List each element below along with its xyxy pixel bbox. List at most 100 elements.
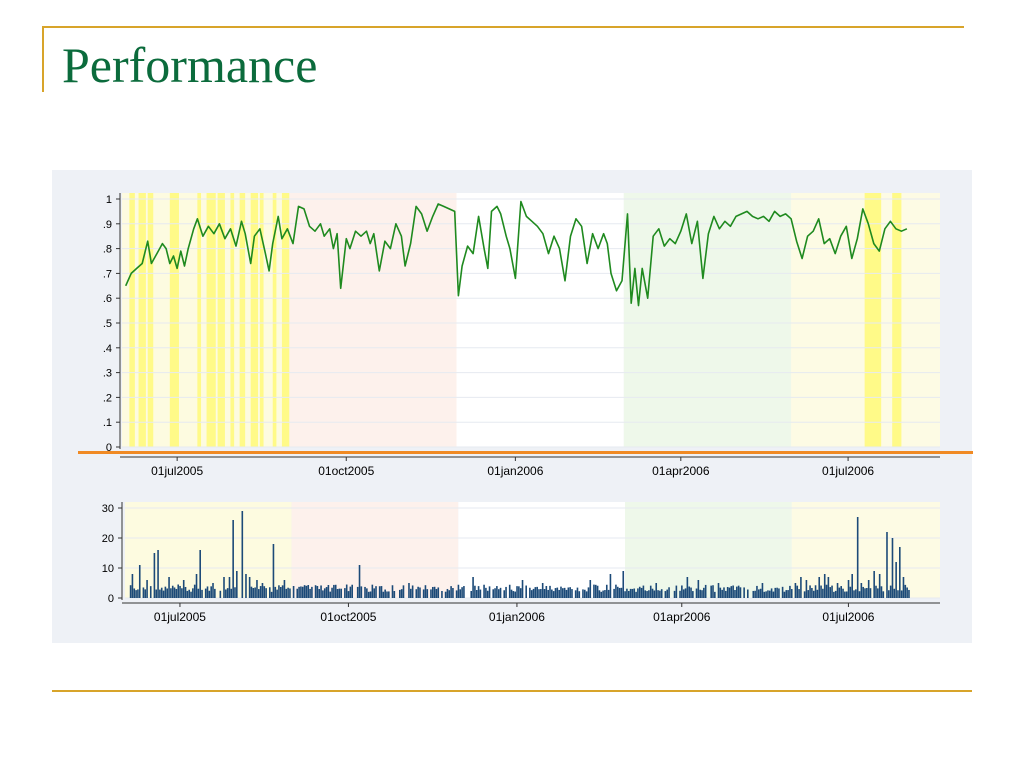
bar [228,577,231,598]
bar [578,591,581,598]
bar [908,589,910,598]
bar [659,590,661,598]
bar [772,591,775,598]
bar [349,586,352,598]
bar [325,587,328,598]
bar [756,585,758,598]
bar [558,589,560,598]
bar [725,590,727,598]
bar [483,584,485,598]
bar [146,580,148,598]
bar [845,591,848,598]
bar [499,587,502,598]
bar [422,589,425,598]
bar [329,591,332,598]
bar [637,588,639,598]
bar [811,587,813,598]
bar [543,589,546,598]
bar [831,585,833,598]
background-period [291,502,459,598]
bar [875,585,877,598]
bar [618,587,621,598]
bar [494,588,496,598]
bar [629,588,632,598]
y-tick-label: 0 [108,593,114,605]
bar [825,584,828,598]
bar [223,577,225,598]
bar [133,588,136,598]
bar [789,585,791,598]
highlight-band [129,193,135,447]
bar [836,583,839,598]
bar [714,591,716,598]
bar [684,588,687,598]
bar [882,591,885,598]
bar [767,590,769,598]
bar [375,586,377,598]
bar [492,589,495,598]
bar [274,586,277,598]
bar [730,586,733,598]
bar [736,586,738,598]
bar [459,589,462,598]
bar [391,585,394,598]
bar [759,588,762,598]
bar [437,587,440,598]
bar [594,584,597,598]
bar [281,585,284,598]
bar [842,588,844,598]
bar [236,571,238,598]
bar [135,590,137,598]
bar [157,550,159,598]
bar [144,589,147,598]
bar [199,550,201,598]
bar [582,589,584,598]
bar [234,587,236,598]
line-chart: 0 .1 .2 .3 .4 .5 .6 .7 .8 .9 1 01jul2005 01oct2005 01… [103,193,940,478]
bar [519,588,522,598]
bar [858,591,861,598]
y-tick-label: .5 [103,318,112,330]
bar [314,585,317,598]
x-tick-label: 01oct2005 [320,610,376,624]
bar [446,588,449,598]
bar [770,588,773,598]
bar [265,588,267,598]
bar [560,586,562,598]
bar [259,586,262,598]
bar [367,591,370,598]
bar [270,591,273,598]
bar [257,589,260,598]
bar [640,587,643,598]
x-tick-label: 01jan2006 [487,464,543,478]
bar [371,584,374,598]
bar [893,588,896,598]
bar [276,589,278,598]
bar [272,544,275,598]
bar [470,590,473,598]
bar [565,589,568,598]
bar [783,591,786,598]
bar [318,589,321,598]
bar [829,587,832,598]
footer-rule [52,690,972,692]
highlight-band [217,193,225,447]
bar [877,588,879,598]
bar [278,585,280,598]
y-tick-label: 1 [106,194,112,206]
bar [816,589,819,598]
bar [549,585,551,598]
bar [452,587,454,598]
bar [567,587,570,598]
bar [587,587,590,598]
bar [862,586,864,598]
bar [633,588,636,598]
bar [763,591,766,598]
bar [798,589,800,598]
bar [624,591,626,598]
bar [906,587,908,598]
highlight-band [239,193,246,447]
bar [834,590,837,598]
bar [450,586,452,598]
bar [554,588,557,598]
